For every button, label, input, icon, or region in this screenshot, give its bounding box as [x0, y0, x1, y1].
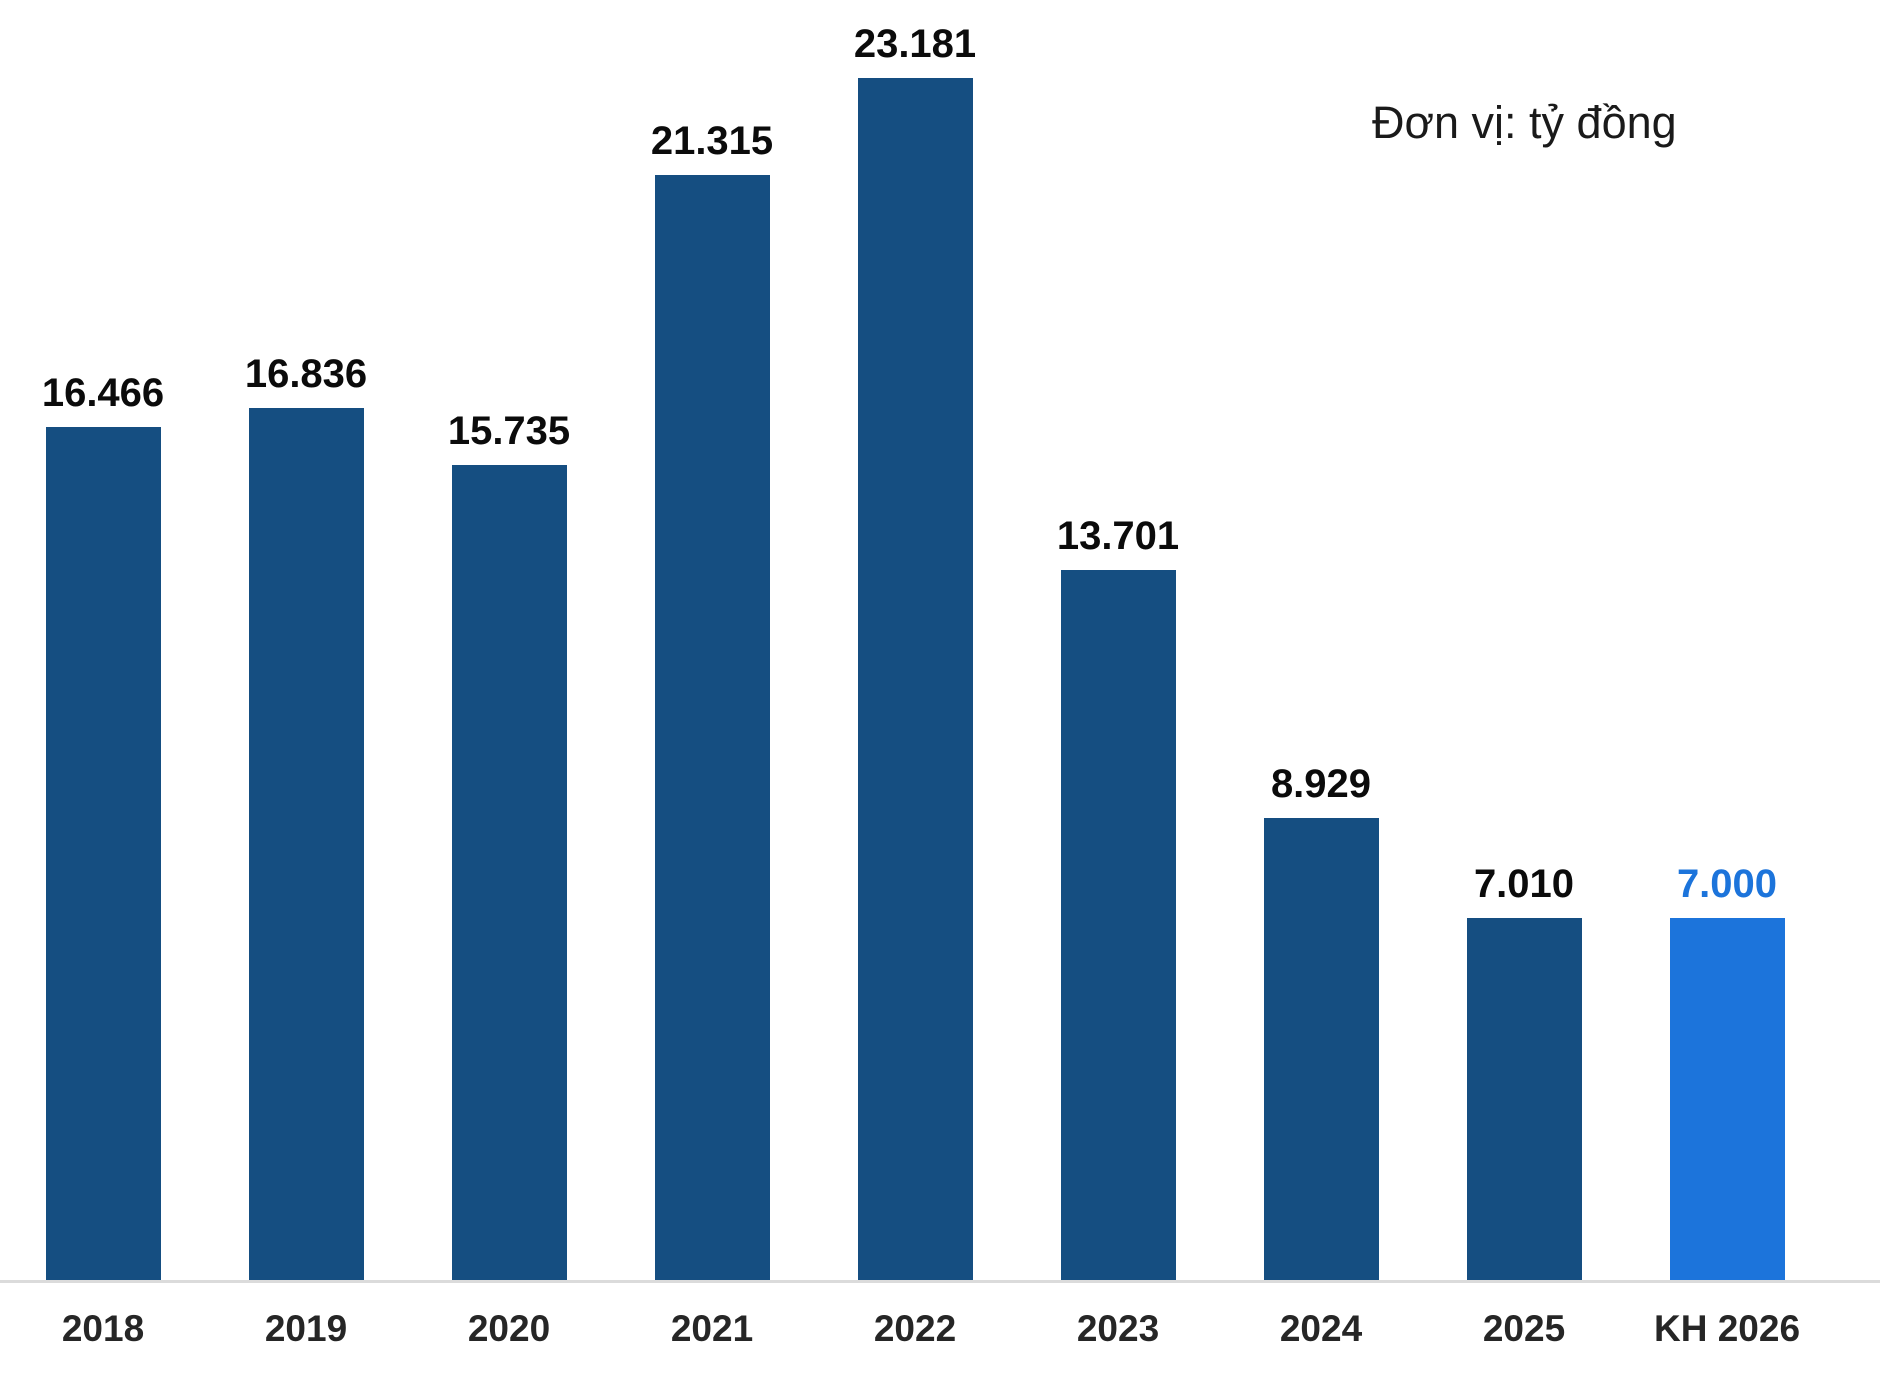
bar-value-label-2019: 16.836: [244, 352, 368, 396]
bar-2022: [857, 78, 973, 1282]
category-label-2025: 2025: [1482, 1308, 1566, 1349]
bar-value-label-2021: 21.315: [650, 119, 774, 163]
category-label-2022: 2022: [873, 1308, 957, 1349]
bar-value-label-2025: 7.010: [1473, 862, 1575, 906]
unit-annotation: Đơn vị: tỷ đồng: [1372, 97, 1677, 148]
bar-2018: [45, 427, 161, 1282]
category-label-2023: 2023: [1076, 1308, 1160, 1349]
category-label-2019: 2019: [264, 1308, 348, 1349]
x-axis-line: [0, 1280, 1880, 1283]
bar-2024: [1263, 818, 1379, 1282]
bar-value-label-2020: 15.735: [447, 409, 571, 453]
bar-2019: [248, 408, 364, 1282]
bar-2025: [1466, 918, 1582, 1282]
bar-2023: [1060, 570, 1176, 1282]
bar-value-label-2024: 8.929: [1270, 762, 1372, 806]
category-label-2021: 2021: [670, 1308, 754, 1349]
category-label-2024: 2024: [1279, 1308, 1363, 1349]
bar-kh-2026: [1669, 918, 1785, 1282]
bar-value-label-2022: 23.181: [853, 22, 977, 66]
bar-value-label-2018: 16.466: [41, 371, 165, 415]
bar-2021: [654, 175, 770, 1282]
category-label-2018: 2018: [61, 1308, 145, 1349]
bar-value-label-2023: 13.701: [1056, 514, 1180, 558]
bar-value-label-kh-2026: 7.000: [1676, 862, 1778, 906]
bar-2020: [451, 465, 567, 1282]
category-label-2020: 2020: [467, 1308, 551, 1349]
category-label-kh-2026: KH 2026: [1653, 1308, 1801, 1349]
